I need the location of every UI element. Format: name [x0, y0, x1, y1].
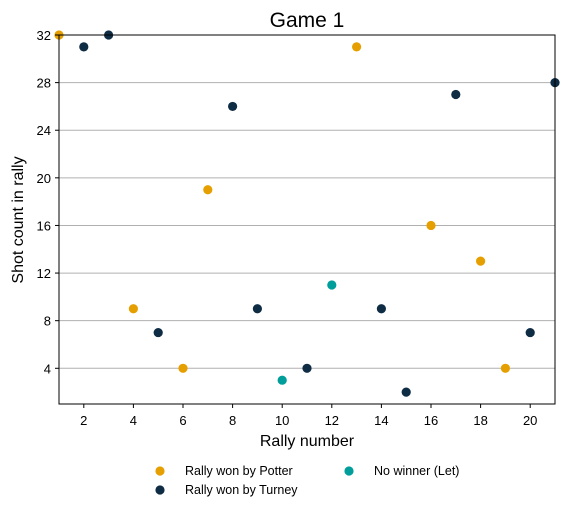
legend-label: Rally won by Potter	[185, 464, 293, 478]
data-point	[476, 256, 486, 266]
y-tick-label: 16	[37, 218, 51, 233]
y-tick-label: 4	[44, 361, 51, 376]
legend-label: No winner (Let)	[374, 464, 459, 478]
data-point	[79, 42, 89, 52]
y-tick-label: 24	[37, 123, 51, 138]
data-point	[128, 304, 138, 314]
chart-title: Game 1	[270, 9, 345, 32]
data-point	[500, 363, 510, 373]
data-point	[252, 304, 262, 314]
x-tick-label: 4	[130, 413, 137, 428]
data-point	[426, 220, 436, 231]
y-axis-ticks: 4 8 12 16 20 24 28 32	[37, 28, 59, 376]
data-point	[525, 327, 535, 338]
x-tick-label: 12	[325, 413, 339, 428]
data-point	[327, 280, 337, 290]
data-point	[302, 363, 312, 373]
y-tick-label: 8	[44, 314, 51, 329]
x-tick-label: 14	[374, 413, 388, 428]
x-tick-label: 18	[473, 413, 487, 428]
y-tick-label: 32	[37, 28, 51, 43]
x-axis-ticks: 2 4 6 8 10 12 14 16 18 20	[80, 404, 537, 428]
x-tick-label: 6	[179, 413, 186, 428]
plot-area-frame	[58, 34, 556, 405]
legend-marker	[155, 466, 165, 476]
y-tick-label: 28	[37, 76, 51, 91]
y-tick-label: 20	[37, 171, 51, 186]
data-point	[352, 42, 362, 52]
data-point	[178, 363, 188, 373]
gridlines	[59, 34, 555, 369]
legend-marker	[344, 466, 354, 476]
data-point	[401, 387, 411, 397]
y-axis-title: Shot count in rally	[10, 156, 27, 283]
legend-marker	[155, 485, 165, 495]
x-tick-label: 8	[229, 413, 236, 428]
data-point	[277, 375, 287, 385]
x-tick-label: 10	[275, 413, 289, 428]
x-tick-label: 2	[80, 413, 87, 428]
data-point	[376, 304, 386, 314]
data-point	[228, 101, 238, 112]
data-point	[203, 185, 213, 195]
legend: Rally won by Potter Rally won by Turney No…	[155, 464, 459, 497]
data-points	[54, 30, 560, 397]
y-tick-label: 12	[37, 266, 51, 281]
x-tick-label: 20	[523, 413, 537, 428]
x-tick-label: 16	[424, 413, 438, 428]
data-point	[451, 89, 461, 100]
legend-label: Rally won by Turney	[185, 483, 298, 497]
data-point	[153, 327, 163, 338]
x-axis-title: Rally number	[260, 433, 355, 450]
